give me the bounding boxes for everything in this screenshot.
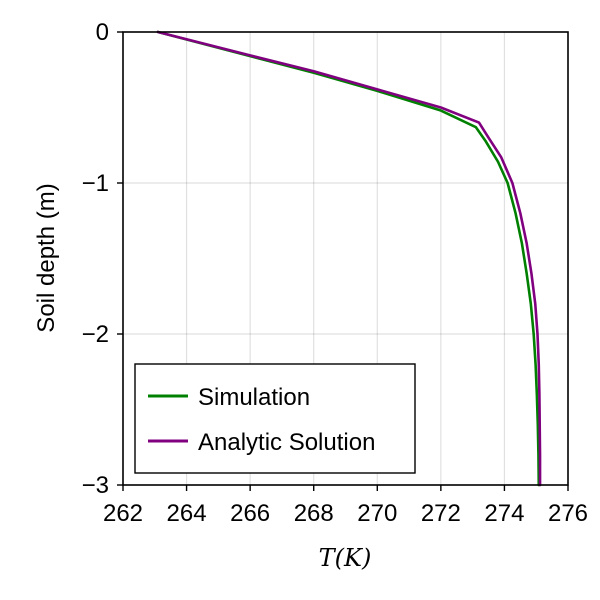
- x-tick-label: 266: [230, 500, 270, 527]
- y-axis-label: Soil depth (m): [33, 183, 60, 332]
- series-lines: [156, 30, 542, 487]
- legend-label-analytic: Analytic Solution: [198, 429, 375, 456]
- y-tick-label: 0: [96, 19, 109, 46]
- y-tick-label: −3: [82, 472, 109, 499]
- x-tick-label: 274: [484, 500, 524, 527]
- x-tick-label: 262: [103, 500, 143, 527]
- legend-label-simulation: Simulation: [198, 384, 310, 411]
- x-tick-label: 276: [548, 500, 588, 527]
- x-axis-label: T(K): [319, 544, 372, 572]
- x-tick-label: 268: [294, 500, 334, 527]
- x-tick-label: 272: [421, 500, 461, 527]
- legend-box: [134, 363, 416, 474]
- x-axis-ticks: 262 264 266 268 270 272 274 276: [103, 485, 588, 527]
- series-line-simulation: [156, 30, 541, 487]
- series-line-analytic: [156, 30, 542, 487]
- legend: Simulation Analytic Solution: [134, 363, 416, 474]
- y-tick-label: −1: [82, 170, 109, 197]
- x-tick-label: 270: [357, 500, 397, 527]
- x-tick-label: 264: [167, 500, 207, 527]
- plot-frame: [122, 31, 569, 486]
- y-axis-ticks: 0 −1 −2 −3: [82, 19, 123, 499]
- y-tick-label: −2: [82, 321, 109, 348]
